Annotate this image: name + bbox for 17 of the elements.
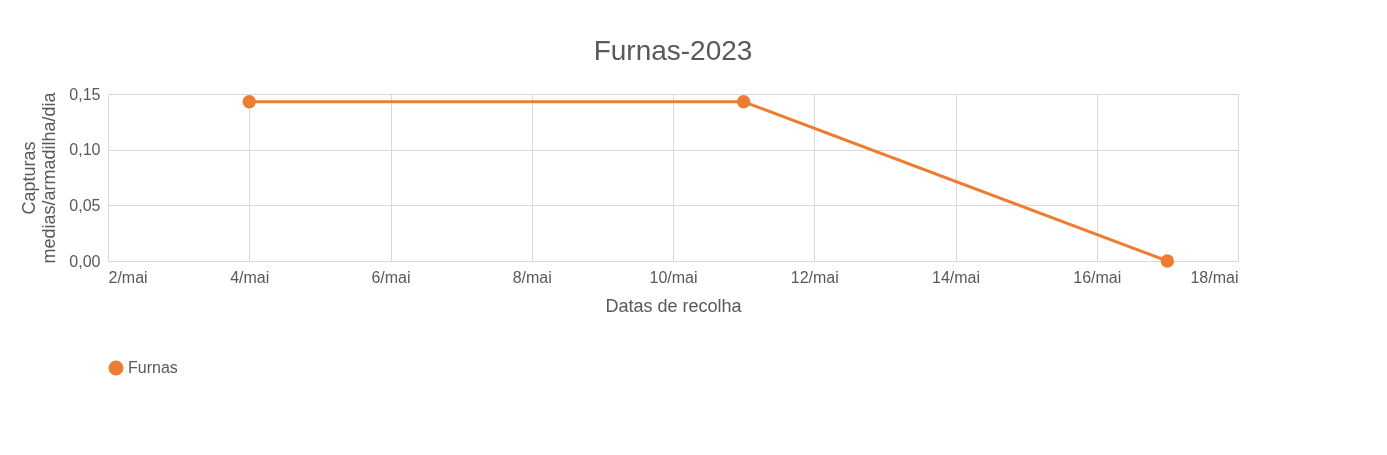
x-tick-label: 10/mai [649, 268, 698, 286]
x-tick-label: 4/mai [230, 268, 270, 286]
x-tick-label: 16/mai [1073, 268, 1122, 286]
x-axis-title: Datas de recolha [605, 295, 743, 316]
legend-label: Furnas [128, 359, 178, 376]
x-tick-label: 18/mai [1190, 268, 1239, 286]
y-tick-label: 0,15 [69, 85, 101, 103]
y-tick-label: 0,05 [69, 196, 101, 214]
y-axis-title: Capturas medias/armadilha/dia [19, 91, 60, 264]
y-tick-label: 0,00 [69, 252, 101, 270]
x-tick-label: 8/mai [512, 268, 552, 286]
x-tick-label: 6/mai [371, 268, 411, 286]
y-tick-label: 0,10 [69, 141, 101, 159]
chart-title: Furnas-2023 [593, 35, 753, 66]
x-tick-label: 12/mai [790, 268, 839, 286]
x-tick-label: 14/mai [931, 268, 981, 286]
x-tick-label: 2/mai [108, 268, 148, 286]
